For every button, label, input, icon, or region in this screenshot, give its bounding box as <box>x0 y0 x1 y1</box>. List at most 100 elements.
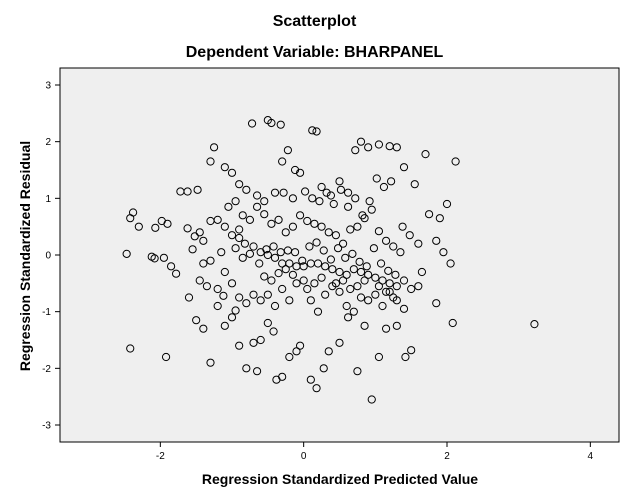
data-point <box>126 344 135 353</box>
data-point <box>206 256 215 265</box>
data-point <box>285 352 294 362</box>
data-point <box>213 215 222 224</box>
data-point <box>245 215 255 224</box>
data-point <box>336 185 346 194</box>
data-point <box>322 188 331 197</box>
data-point <box>255 259 264 268</box>
y-tick-label: 3 <box>45 81 51 92</box>
data-point <box>349 307 358 316</box>
data-point <box>184 293 194 302</box>
data-point <box>424 210 434 219</box>
data-point <box>385 287 394 296</box>
data-point <box>220 267 229 277</box>
data-point <box>220 163 229 172</box>
data-point <box>298 256 307 265</box>
data-point <box>410 180 419 189</box>
data-point <box>303 284 312 294</box>
data-point <box>150 254 159 263</box>
data-point <box>312 384 321 393</box>
data-point <box>249 290 258 299</box>
data-point <box>227 279 237 288</box>
y-tick-label: -3 <box>42 421 51 432</box>
data-point <box>417 267 427 277</box>
data-point <box>344 313 353 322</box>
data-point <box>414 282 423 291</box>
data-point <box>260 272 269 281</box>
data-point <box>308 126 317 135</box>
data-point <box>267 219 276 228</box>
data-point <box>310 219 319 228</box>
data-point <box>238 211 247 220</box>
data-point <box>367 395 376 404</box>
data-point <box>313 259 323 268</box>
data-point <box>326 191 335 200</box>
data-point <box>262 245 271 254</box>
data-point <box>292 279 301 288</box>
data-point <box>326 255 335 264</box>
data-point <box>306 296 315 305</box>
data-point <box>242 299 251 308</box>
data-point <box>278 284 287 294</box>
data-point <box>270 253 280 262</box>
data-point <box>333 244 343 253</box>
y-tick-label: 2 <box>45 137 51 148</box>
data-point <box>398 222 407 231</box>
data-point <box>378 301 387 311</box>
data-point <box>392 321 401 330</box>
data-point <box>219 291 228 300</box>
data-point <box>159 253 169 262</box>
data-point <box>315 197 324 206</box>
data-point <box>317 182 326 192</box>
data-point <box>371 273 380 282</box>
data-point <box>249 338 258 347</box>
data-point <box>387 177 396 186</box>
data-point <box>256 335 265 345</box>
chart-subtitle: Dependent Variable: BHARPANEL <box>185 44 444 61</box>
data-point <box>351 146 360 155</box>
data-point <box>401 352 410 362</box>
data-point <box>324 228 333 237</box>
data-point <box>342 270 351 279</box>
data-point <box>324 347 333 356</box>
data-point <box>220 321 229 330</box>
data-point <box>235 233 244 243</box>
data-point <box>278 372 287 381</box>
data-point <box>348 249 357 258</box>
data-point <box>317 222 326 231</box>
data-point <box>319 246 328 255</box>
data-point <box>299 262 308 271</box>
data-point <box>310 279 319 288</box>
x-tick-label: -2 <box>156 451 165 462</box>
data-point <box>122 249 131 258</box>
data-point <box>247 119 257 128</box>
data-point <box>209 143 219 152</box>
data-point <box>267 118 276 128</box>
data-point <box>183 224 192 233</box>
data-point <box>356 137 366 146</box>
data-point <box>285 259 294 268</box>
data-point <box>269 242 278 251</box>
data-point <box>240 239 249 248</box>
data-point <box>312 127 321 136</box>
data-point <box>252 367 262 376</box>
data-point <box>321 290 330 299</box>
data-point <box>446 259 455 268</box>
data-point <box>235 293 244 302</box>
data-point <box>451 157 460 166</box>
data-point <box>151 223 160 232</box>
x-tick-label: 0 <box>301 451 307 462</box>
data-point <box>188 245 197 254</box>
data-point <box>274 269 283 278</box>
data-point <box>285 296 294 305</box>
data-point <box>256 296 265 305</box>
data-point <box>267 276 276 285</box>
data-point <box>442 199 452 209</box>
data-point <box>231 306 240 315</box>
data-point <box>206 358 215 367</box>
data-point <box>301 187 310 196</box>
data-point <box>407 284 416 294</box>
data-point <box>364 143 373 152</box>
data-point <box>295 168 305 177</box>
data-point <box>407 346 416 355</box>
